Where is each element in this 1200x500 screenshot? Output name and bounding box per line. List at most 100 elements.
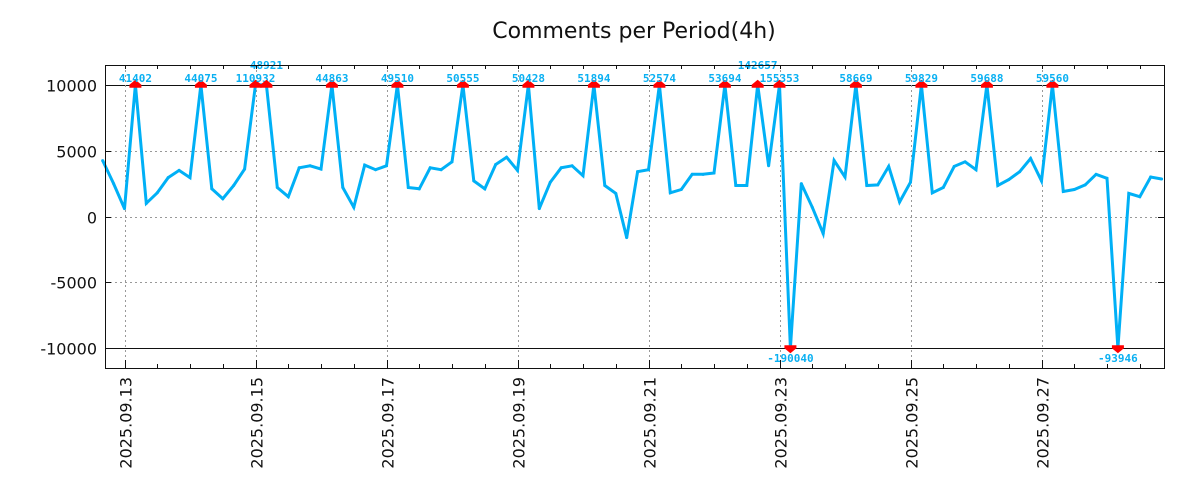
data-point [1127,191,1131,195]
peak-annotation: 59560 [1036,72,1069,85]
data-point [799,182,803,186]
data-point [865,184,869,188]
data-point [581,174,585,178]
peak-annotation: 50555 [446,72,479,85]
data-point [1061,189,1065,193]
x-axis: 2025.09.13 2025.09.15 2025.09.17 2025.09.19… [117,65,1141,469]
peak-annotation: 155353 [760,72,800,85]
peak-annotation: 53694 [708,72,741,85]
peak-annotation: 44863 [315,72,348,85]
series-line [101,83,1162,349]
data-point [177,168,181,172]
data-point [701,172,705,176]
clip-marker-up [1046,79,1059,88]
data-point [155,191,159,195]
x-tick-label: 2025.09.23 [772,377,791,469]
data-point [930,191,934,195]
plot-frame [105,65,1165,369]
data-point [210,187,214,191]
data-point [1083,183,1087,187]
data-point [668,191,672,195]
clip-marker-up [522,79,535,88]
clip-marker-up [751,79,764,88]
data-point [319,167,323,171]
data-point [516,168,519,172]
trough-annotation: -93946 [1098,352,1138,365]
data-point [1160,177,1164,181]
data-point [952,164,956,168]
data-point [232,184,236,188]
data-point [341,186,345,190]
data-point [144,201,148,205]
data-point [1149,175,1153,179]
clip-marker-up [849,79,862,88]
data-point [963,160,967,164]
data-point [548,180,552,184]
data-point [810,205,814,209]
x-tick-label: 2025.09.15 [248,377,267,469]
data-point [472,179,476,183]
y-tick-label: -10000 [40,340,97,359]
clip-marker-up [260,79,273,88]
data-point [1138,195,1142,199]
data-point [1094,172,1098,176]
data-point [483,187,487,191]
peak-annotation: 59688 [970,72,1003,85]
data-point [821,232,825,236]
clip-marker-up [391,79,404,88]
data-point [974,168,978,172]
data-point [363,163,367,167]
clip-marker-up [915,79,928,88]
clip-marker-up [773,79,786,88]
peak-annotation: 50428 [512,72,545,85]
clip-marker-up [653,79,666,88]
x-tick-label: 2025.09.25 [903,377,922,469]
data-point [614,191,618,195]
x-tick-label: 2025.09.13 [117,377,136,469]
clip-marker-down [1111,345,1124,354]
clip-marker-down [784,345,797,354]
clip-marker-up [325,79,338,88]
x-tick-label: 2025.09.27 [1034,377,1053,469]
data-point [275,186,279,190]
data-point [679,187,683,191]
data-point [166,176,170,180]
data-point [537,207,541,211]
peak-annotation: 44075 [184,72,217,85]
data-point [1018,170,1022,174]
y-tick-label: -5000 [51,274,98,293]
data-point [1007,178,1011,182]
data-point [297,166,301,170]
y-tick-label: 10000 [46,77,97,96]
y-tick-label: 5000 [56,143,97,162]
data-point [712,171,716,175]
data-point [690,172,694,176]
data-point [308,164,312,168]
peak-annotation: 52574 [643,72,676,85]
grid [105,65,1164,368]
data-point [439,168,443,172]
data-point [603,184,607,188]
clip-marker-up [456,79,469,88]
data-point [1072,187,1076,191]
data-point [843,175,847,179]
clip-marker-up [587,79,600,88]
data-point [767,164,771,168]
peak-annotation: 49510 [381,72,414,85]
data-point [101,159,105,163]
data-point [559,166,563,170]
data-point [909,180,912,184]
peak-annotation: 58669 [839,72,872,85]
x-tick-label: 2025.09.17 [379,377,398,469]
data-point [734,184,738,188]
clip-marker-up [194,79,207,88]
peak-annotation: 59829 [905,72,938,85]
data-point [428,166,432,170]
data-point [123,207,126,211]
peak-annotation: 51894 [577,72,610,85]
data-point [1029,157,1033,161]
clip-marker-up [980,79,993,88]
data-point [406,186,410,190]
